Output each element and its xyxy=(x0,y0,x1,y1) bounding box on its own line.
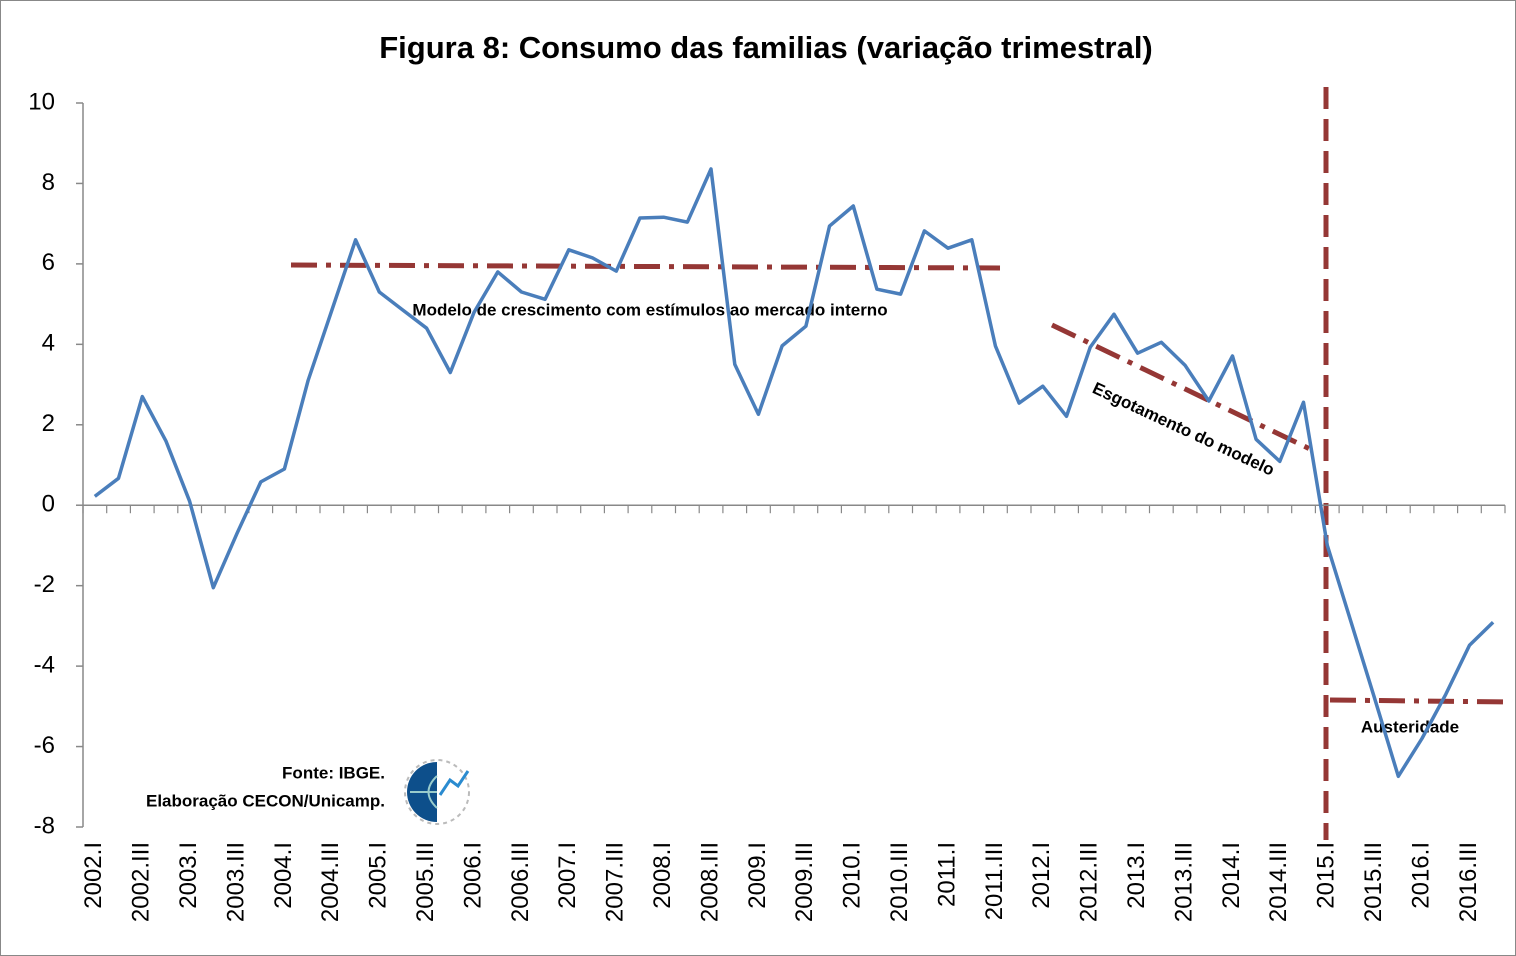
x-tick-label: 2009.I xyxy=(744,842,771,909)
trend-line xyxy=(290,262,1001,271)
x-tick-label: 2012.I xyxy=(1028,842,1055,909)
x-tick-label: 2011.III xyxy=(981,842,1008,920)
x-tick-label: 2013.III xyxy=(1170,842,1197,922)
x-tick-label: 2010.I xyxy=(839,842,866,909)
logo xyxy=(404,759,470,825)
x-tick-label: 2007.I xyxy=(554,842,581,909)
annotation: Austeridade xyxy=(1361,717,1459,736)
source-note: Elaboração CECON/Unicamp. xyxy=(146,791,385,810)
x-tick-label: 2012.III xyxy=(1076,842,1103,922)
y-tick-label: -4 xyxy=(34,651,55,678)
x-tick-label: 2003.I xyxy=(175,842,202,909)
x-tick-label: 2010.III xyxy=(886,842,913,922)
y-tick-label: -2 xyxy=(34,571,55,598)
x-tick-label: 2016.III xyxy=(1455,842,1482,922)
y-tick-label: -6 xyxy=(34,732,55,759)
x-tick-label: 2008.III xyxy=(696,842,723,922)
source-note: Fonte: IBGE. xyxy=(282,763,385,782)
x-tick-label: 2014.I xyxy=(1218,842,1245,909)
data-line xyxy=(93,167,1495,779)
chart-title: Figura 8: Consumo das familias (variação… xyxy=(379,30,1153,65)
x-tick-label: 2003.III xyxy=(222,842,249,922)
y-tick-label: 8 xyxy=(42,169,55,196)
x-tick-label: 2004.III xyxy=(317,842,344,922)
x-tick-label: 2002.III xyxy=(128,842,155,922)
y-tick-label: 2 xyxy=(42,410,55,437)
x-tick-label: 2011.I xyxy=(933,842,960,907)
y-tick-label: -8 xyxy=(34,812,55,839)
x-tick-label: 2013.I xyxy=(1123,842,1150,909)
x-tick-label: 2007.III xyxy=(602,842,629,922)
x-tick-label: 2009.III xyxy=(791,842,818,922)
x-tick-label: 2002.I xyxy=(80,842,107,909)
annotation: Modelo de crescimento com estímulos ao m… xyxy=(412,300,887,319)
y-tick-label: 10 xyxy=(28,88,55,115)
x-tick-label: 2004.I xyxy=(270,842,297,909)
x-tick-label: 2005.I xyxy=(365,842,392,909)
x-tick-label: 2016.I xyxy=(1407,842,1434,909)
x-tick-label: 2006.I xyxy=(459,842,486,909)
trend-line xyxy=(1329,697,1513,705)
y-tick-label: 0 xyxy=(42,491,55,518)
x-tick-label: 2014.III xyxy=(1265,842,1292,922)
trend-lines xyxy=(290,262,1513,705)
x-tick-label: 2005.III xyxy=(412,842,439,922)
x-tick-label: 2015.I xyxy=(1313,842,1340,909)
x-tick-label: 2008.I xyxy=(649,842,676,909)
x-tick-label: 2015.III xyxy=(1360,842,1387,922)
y-tick-label: 6 xyxy=(42,249,55,276)
x-tick-label: 2006.III xyxy=(507,842,534,922)
y-tick-label: 4 xyxy=(42,330,55,357)
